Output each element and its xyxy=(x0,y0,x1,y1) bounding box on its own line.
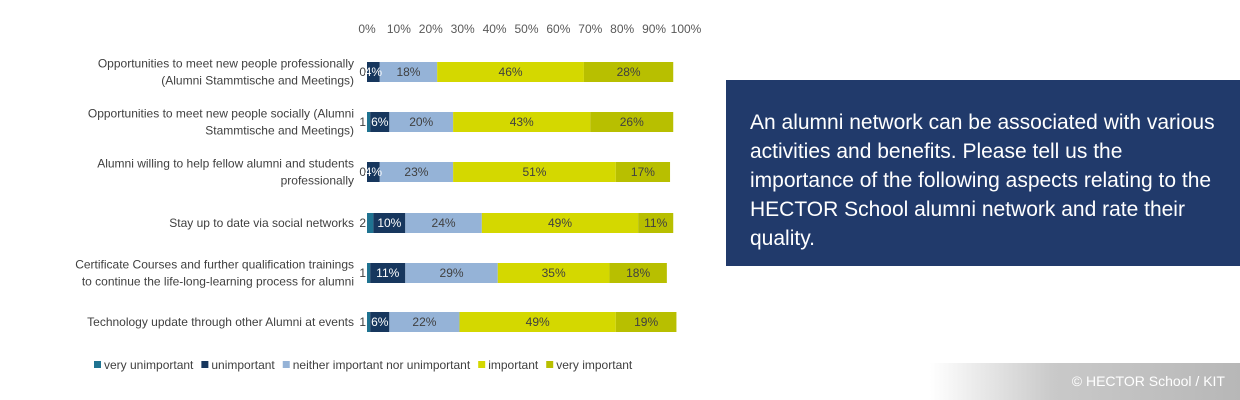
x-tick-label: 40% xyxy=(483,22,507,36)
legend-label: unimportant xyxy=(211,358,275,372)
bar-segment xyxy=(615,312,677,332)
bar-segment xyxy=(379,162,454,182)
data-label: 20% xyxy=(409,115,433,129)
bar-segment xyxy=(370,112,390,132)
data-label: 22% xyxy=(412,315,436,329)
data-label: 0 xyxy=(359,65,366,79)
bar-segment xyxy=(370,312,390,332)
legend-swatch xyxy=(94,361,101,368)
data-label: 18% xyxy=(396,65,420,79)
legend-label: neither important nor unimportant xyxy=(293,358,471,372)
bar-segment xyxy=(481,213,639,233)
data-label: 18% xyxy=(626,266,650,280)
bar-segment xyxy=(367,62,380,82)
bar-segment xyxy=(367,213,374,233)
data-label: 35% xyxy=(542,266,566,280)
category-label: (Alumni Stammtische and Meetings) xyxy=(161,74,354,88)
info-box: An alumni network can be associated with… xyxy=(726,80,1240,266)
x-tick-label: 80% xyxy=(610,22,634,36)
data-label: 11% xyxy=(376,266,399,280)
x-tick-label: 70% xyxy=(578,22,602,36)
data-label: 51% xyxy=(522,165,546,179)
data-label: 10% xyxy=(377,216,401,230)
stacked-bar-chart: 0% 10% 20% 30% 40% 50% 60% 70% 80% 90% 100% Opportu… xyxy=(75,22,702,372)
x-tick-label: 60% xyxy=(546,22,570,36)
bar-segment xyxy=(453,112,591,132)
x-tick-label: 100% xyxy=(671,22,702,36)
x-tick-label: 30% xyxy=(451,22,475,36)
data-label: 6% xyxy=(371,315,389,329)
bar-segment xyxy=(370,263,406,283)
data-label: 4% xyxy=(365,165,383,179)
x-tick-label: 20% xyxy=(419,22,443,36)
bar-segment xyxy=(379,62,438,82)
data-label: 23% xyxy=(404,165,428,179)
legend-label: very important xyxy=(556,358,633,372)
category-label: professionally xyxy=(281,174,354,188)
bar-segment xyxy=(367,112,371,132)
category-label: Stammtische and Meetings) xyxy=(205,124,354,138)
data-label: 46% xyxy=(499,65,523,79)
x-tick-label: 0% xyxy=(358,22,376,36)
data-label: 49% xyxy=(526,315,550,329)
bar-segment xyxy=(367,162,380,182)
data-label: 1 xyxy=(359,315,366,329)
bar-segment xyxy=(590,112,674,132)
data-label: 1 xyxy=(359,115,366,129)
bar-segment xyxy=(583,62,674,82)
data-label: 1 xyxy=(359,266,366,280)
info-box-text: An alumni network can be associated with… xyxy=(750,111,1215,250)
bar-segment xyxy=(609,263,667,283)
data-label: 29% xyxy=(440,266,464,280)
x-tick-label: 10% xyxy=(387,22,411,36)
footer-bar: © HECTOR School / KIT xyxy=(930,363,1240,400)
x-tick-label: 90% xyxy=(642,22,666,36)
category-label: to continue the life-long-learning proce… xyxy=(82,275,354,289)
bar-segment xyxy=(405,263,498,283)
bar-segment xyxy=(373,213,406,233)
data-label: 6% xyxy=(371,115,389,129)
data-label: 0 xyxy=(359,165,366,179)
bar-segment xyxy=(459,312,616,332)
category-label: Technology update through other Alumni a… xyxy=(87,315,354,329)
bar-segment xyxy=(389,312,460,332)
data-label: 24% xyxy=(432,216,456,230)
x-tick-label: 50% xyxy=(514,22,538,36)
legend-label: very unimportant xyxy=(104,358,194,372)
bar-segment xyxy=(497,263,610,283)
bar-segment xyxy=(405,213,482,233)
data-label: 43% xyxy=(510,115,534,129)
category-label: Stay up to date via social networks xyxy=(169,216,354,230)
category-label: Opportunities to meet new people profess… xyxy=(98,57,354,71)
data-label: 11% xyxy=(644,216,667,230)
bar-segment xyxy=(638,213,674,233)
data-label: 49% xyxy=(548,216,572,230)
data-label: 28% xyxy=(617,65,641,79)
legend-swatch xyxy=(282,361,290,368)
data-label: 4% xyxy=(365,65,383,79)
data-label: 17% xyxy=(631,165,655,179)
bar-segment xyxy=(437,62,584,82)
bar-segment xyxy=(389,112,454,132)
category-label: Opportunities to meet new people sociall… xyxy=(88,107,354,121)
data-label: 26% xyxy=(620,115,644,129)
bar-segment xyxy=(367,312,371,332)
legend-swatch xyxy=(478,361,486,368)
bar-segment xyxy=(615,162,671,182)
data-label: 19% xyxy=(634,315,658,329)
category-label: Certificate Courses and further qualific… xyxy=(75,258,354,272)
bar-segment xyxy=(453,162,616,182)
copyright-text: © HECTOR School / KIT xyxy=(1071,373,1225,389)
legend-label: important xyxy=(488,358,539,372)
category-label: Alumni willing to help fellow alumni and… xyxy=(97,157,354,171)
legend-swatch xyxy=(201,361,209,368)
legend-swatch xyxy=(546,361,554,368)
data-label: 2 xyxy=(359,216,366,230)
bar-segment xyxy=(367,263,371,283)
